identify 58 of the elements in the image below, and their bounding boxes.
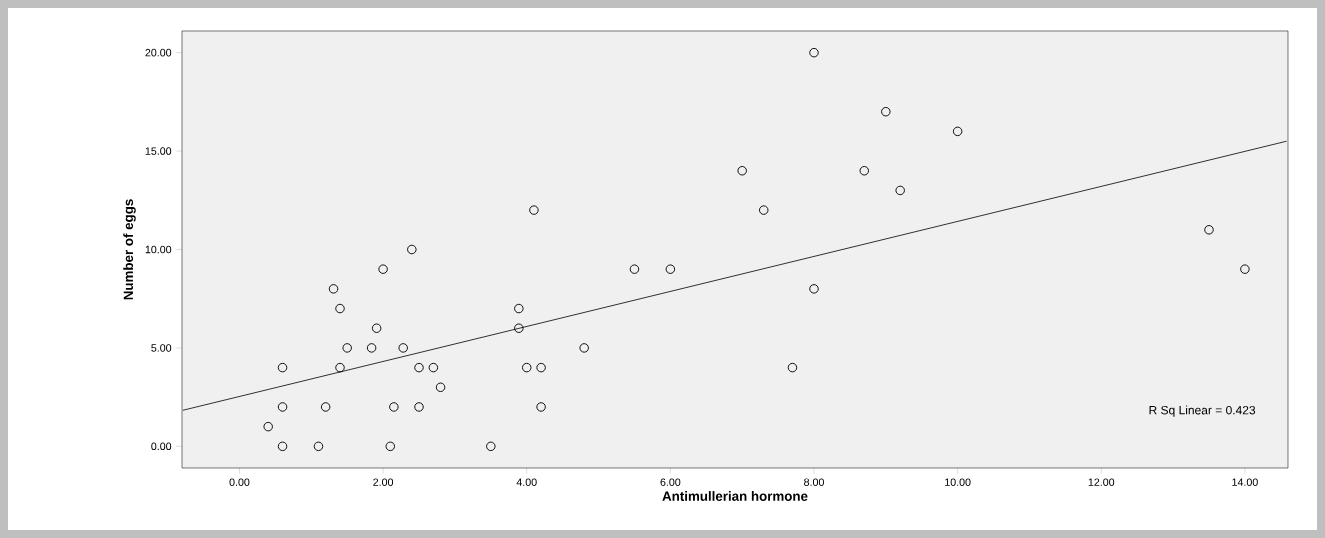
point	[366, 343, 377, 353]
y-tick-label: 15.00	[145, 147, 172, 155]
point	[335, 362, 345, 373]
point	[629, 264, 640, 274]
point	[514, 303, 524, 314]
point	[536, 362, 546, 373]
point	[952, 126, 963, 137]
point	[398, 343, 408, 353]
point	[787, 362, 798, 373]
point	[529, 205, 539, 215]
x-tick-label: 10.00	[945, 478, 971, 486]
point	[277, 402, 288, 412]
point	[342, 343, 352, 353]
y-tick-label: 10.00	[145, 245, 172, 254]
x-axis-title: Antimullerian hormone	[662, 491, 808, 501]
y-axis-title: Number of eggs	[123, 199, 136, 300]
point	[514, 323, 524, 333]
point	[313, 441, 324, 452]
point	[385, 441, 396, 452]
point	[414, 362, 424, 373]
point	[809, 47, 819, 58]
y-tick-label: 0.00	[151, 442, 172, 451]
point	[328, 284, 339, 294]
y-tick-label: 5.00	[151, 344, 172, 352]
x-tick-label: 8.00	[804, 478, 824, 486]
x-tick-label: 4.00	[516, 478, 537, 486]
point	[486, 441, 496, 452]
point	[435, 382, 446, 393]
point	[335, 303, 345, 314]
point	[1204, 225, 1214, 235]
x-tick-label: 6.00	[660, 478, 681, 486]
point	[371, 323, 382, 333]
x-tick-label: 12.00	[1088, 478, 1115, 486]
point	[407, 244, 417, 255]
point	[320, 402, 331, 412]
point	[895, 185, 905, 196]
point	[758, 205, 769, 215]
x-tick-label: 14.00	[1232, 478, 1258, 486]
point	[665, 264, 676, 274]
y-tick-label: 20.00	[145, 48, 172, 57]
point	[263, 421, 273, 432]
point	[522, 362, 532, 373]
point	[428, 362, 439, 373]
annotation: R Sq Linear = 0.423	[1149, 405, 1256, 417]
point	[536, 402, 546, 412]
point	[809, 284, 819, 294]
point	[277, 362, 288, 373]
point	[859, 166, 870, 176]
point	[389, 402, 399, 412]
point	[1240, 264, 1250, 274]
point	[881, 106, 891, 117]
point	[414, 402, 424, 412]
x-tick-label: 2.00	[373, 478, 394, 486]
x-tick-label: 0.00	[229, 478, 250, 486]
point	[579, 343, 589, 353]
point	[378, 264, 388, 274]
point	[277, 441, 288, 452]
point	[737, 166, 747, 176]
